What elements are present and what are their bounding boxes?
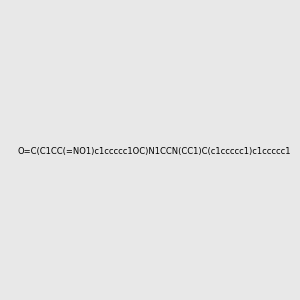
Text: O=C(C1CC(=NO1)c1ccccc1OC)N1CCN(CC1)C(c1ccccc1)c1ccccc1: O=C(C1CC(=NO1)c1ccccc1OC)N1CCN(CC1)C(c1c… (17, 147, 290, 156)
